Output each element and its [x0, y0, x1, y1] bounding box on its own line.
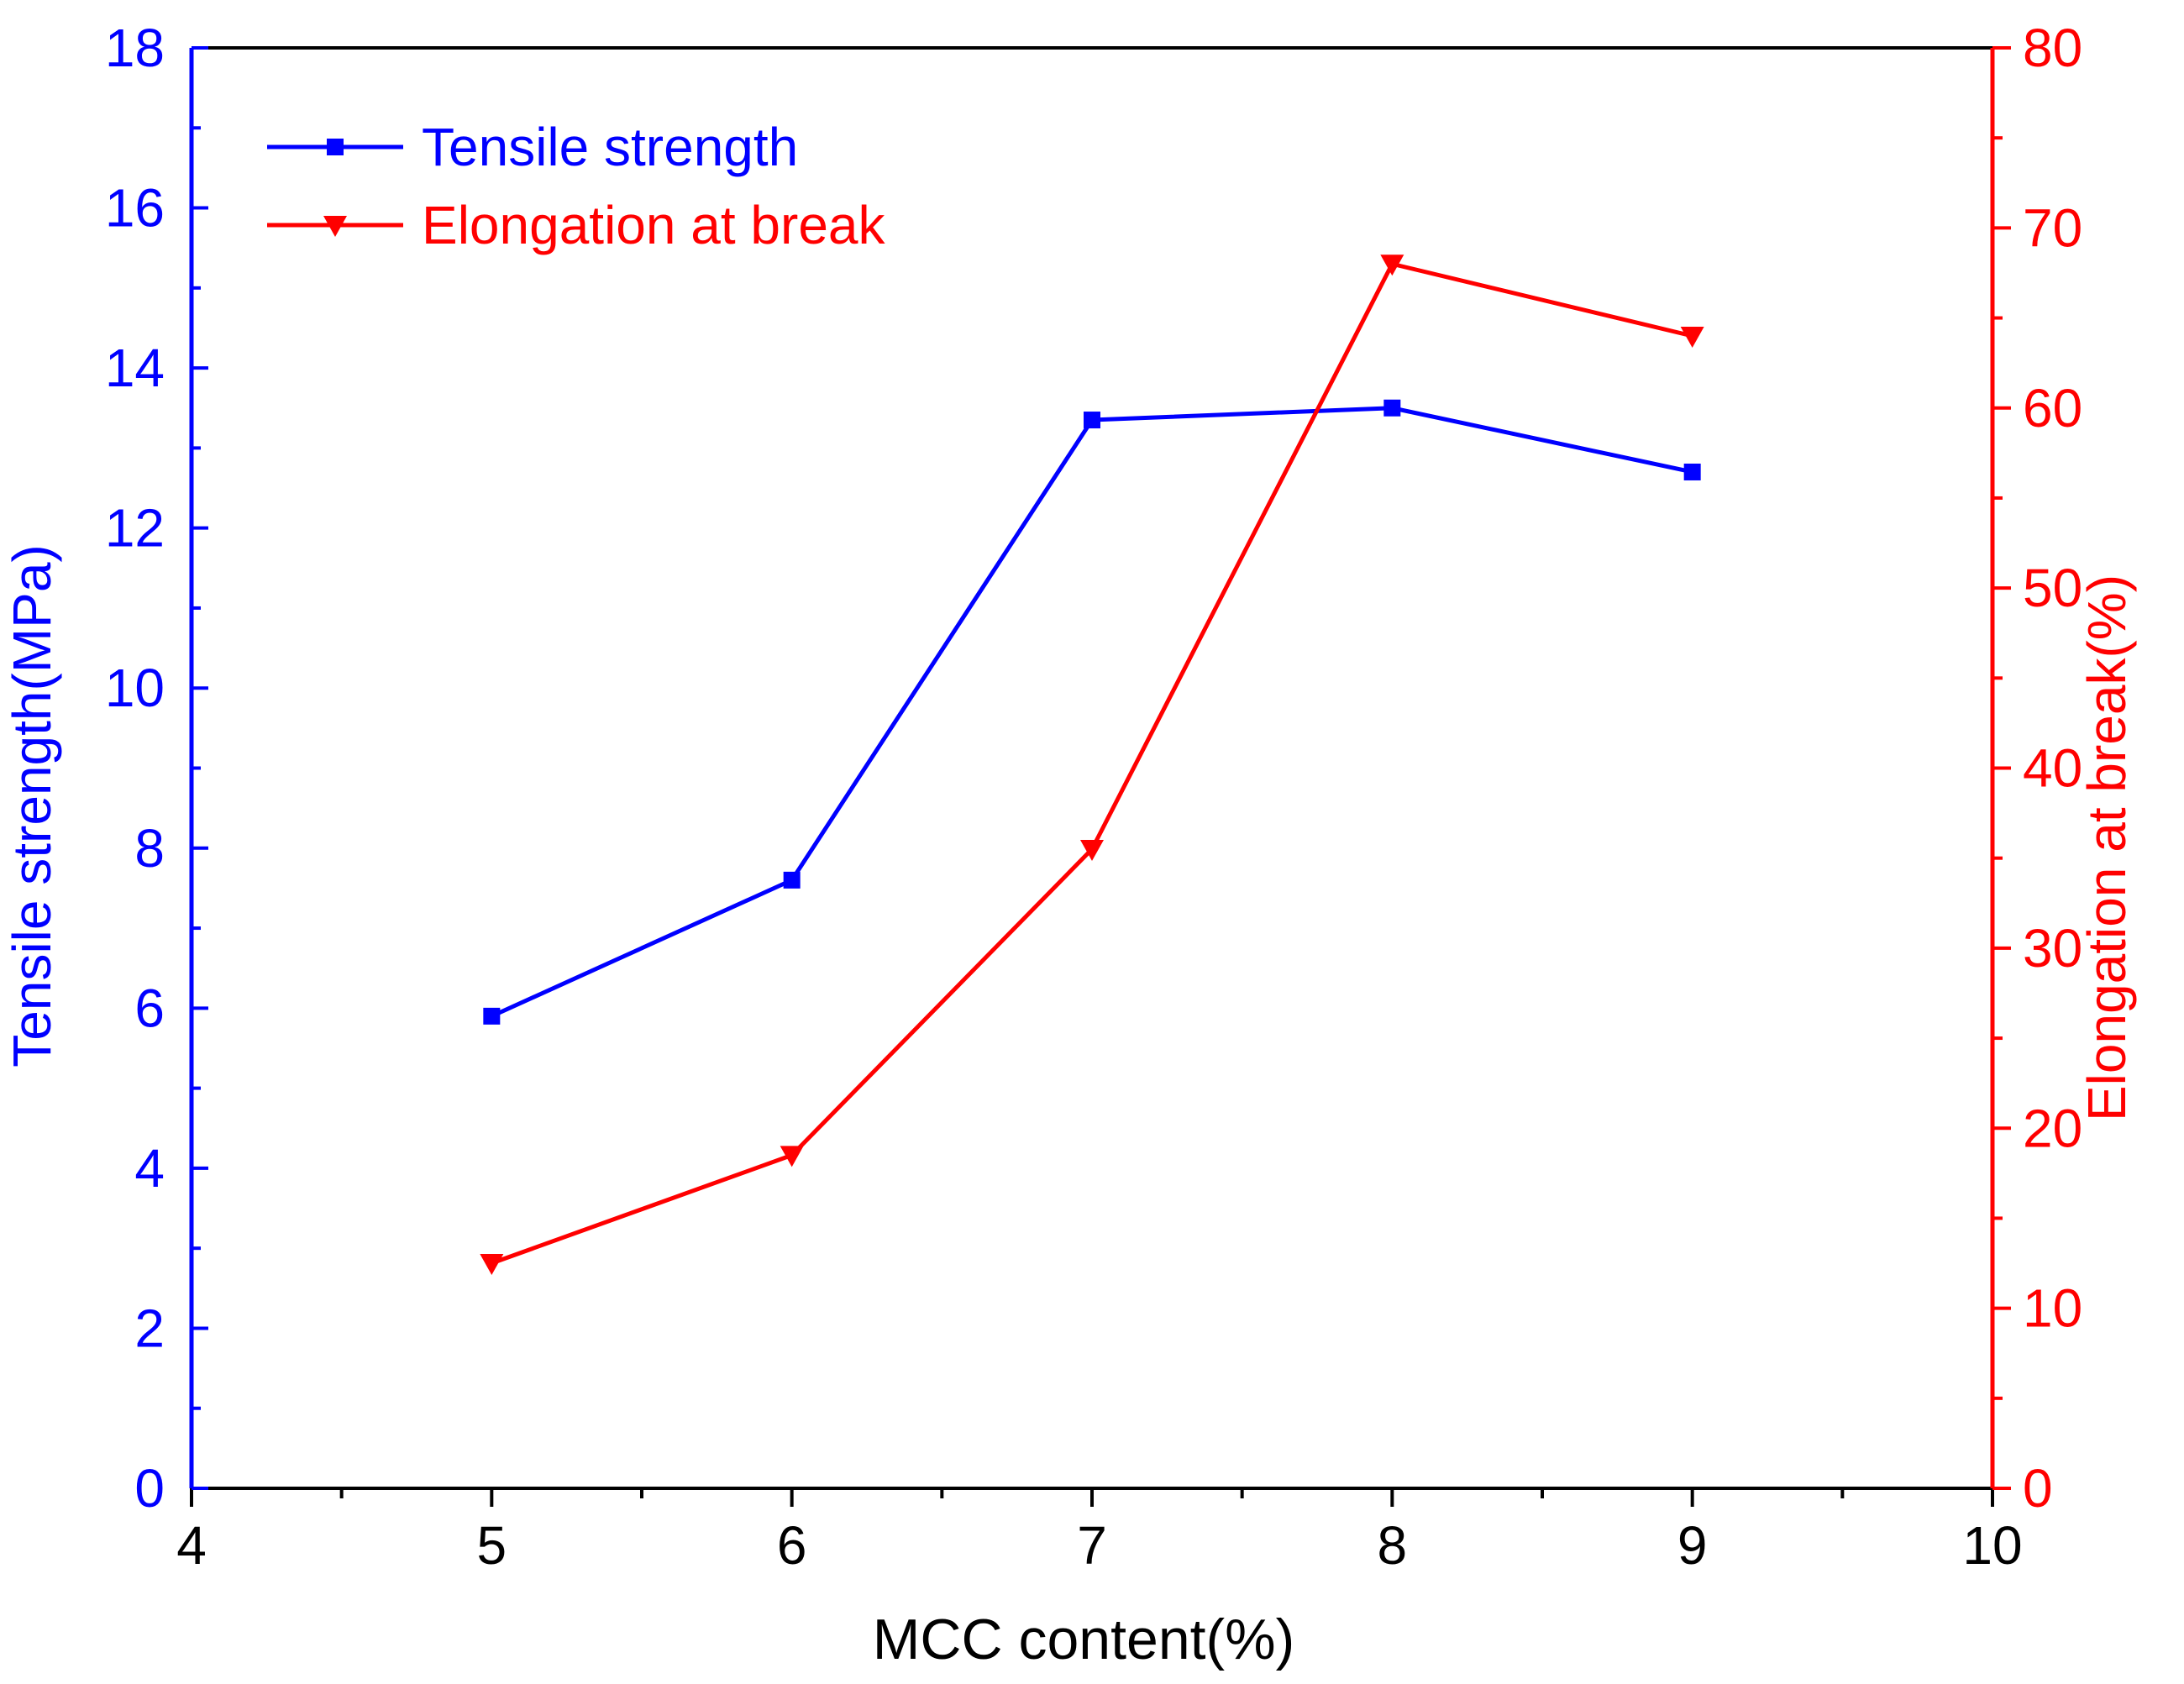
data-point-tensile-strength	[783, 871, 801, 889]
series-tensile-strength	[483, 399, 1701, 1025]
legend-marker-tensile-strength	[327, 139, 344, 155]
data-point-elongation-at-break	[780, 1146, 804, 1167]
series-elongation-at-break	[480, 254, 1704, 1276]
legend-label-elongation-at-break: Elongation at break	[422, 195, 886, 255]
y-right-tick-label: 50	[2023, 558, 2082, 618]
x-tick-label: 5	[477, 1515, 507, 1576]
x-tick-label: 7	[1077, 1515, 1107, 1576]
y-axis-right-label: Elongation at break(%)	[2076, 574, 2137, 1121]
y-right-tick-label: 70	[2023, 197, 2082, 258]
data-point-tensile-strength	[1383, 399, 1401, 417]
x-tick-label: 9	[1677, 1515, 1708, 1576]
y-left-tick-label: 16	[105, 178, 165, 239]
y-right-tick-label: 80	[2023, 18, 2082, 78]
data-point-elongation-at-break	[1680, 327, 1704, 348]
y-right-tick-label: 10	[2023, 1278, 2082, 1339]
data-point-tensile-strength	[1683, 463, 1701, 480]
y-left-tick-label: 0	[134, 1458, 165, 1519]
series-layer	[480, 254, 1704, 1276]
y-left-tick-label: 18	[105, 18, 165, 78]
legend-label-tensile-strength: Tensile strength	[422, 117, 798, 177]
y-axis-left-label: Tensile strength(MPa)	[2, 544, 62, 1067]
x-tick-label: 10	[1962, 1515, 2022, 1576]
y-right-tick-label: 20	[2023, 1098, 2082, 1158]
y-left-tick-label: 2	[134, 1298, 165, 1358]
y-right-tick-label: 40	[2023, 738, 2082, 799]
x-tick-label: 4	[176, 1515, 207, 1576]
x-tick-label: 8	[1378, 1515, 1408, 1576]
data-point-tensile-strength	[1084, 412, 1100, 429]
data-point-elongation-at-break	[480, 1254, 504, 1276]
y-left-tick-label: 8	[134, 818, 165, 879]
y-left-tick-label: 4	[134, 1138, 165, 1199]
data-point-tensile-strength	[483, 1007, 501, 1025]
y-right-tick-label: 30	[2023, 918, 2082, 978]
legend: Tensile strength Elongation at break	[267, 117, 886, 255]
legend-marker-elongation-at-break	[323, 216, 347, 237]
y-left-tick-label: 10	[105, 658, 165, 718]
y-left-tick-label: 14	[105, 338, 165, 398]
y-right-tick-label: 60	[2023, 378, 2082, 438]
y-left-tick-label: 12	[105, 498, 165, 559]
data-point-elongation-at-break	[1080, 839, 1104, 861]
y-left-tick-label: 6	[134, 978, 165, 1038]
x-tick-label: 6	[777, 1515, 807, 1576]
x-axis-label: MCC content(%)	[873, 1608, 1295, 1671]
data-point-elongation-at-break	[1380, 254, 1404, 276]
y-right-tick-label: 0	[2023, 1458, 2053, 1519]
